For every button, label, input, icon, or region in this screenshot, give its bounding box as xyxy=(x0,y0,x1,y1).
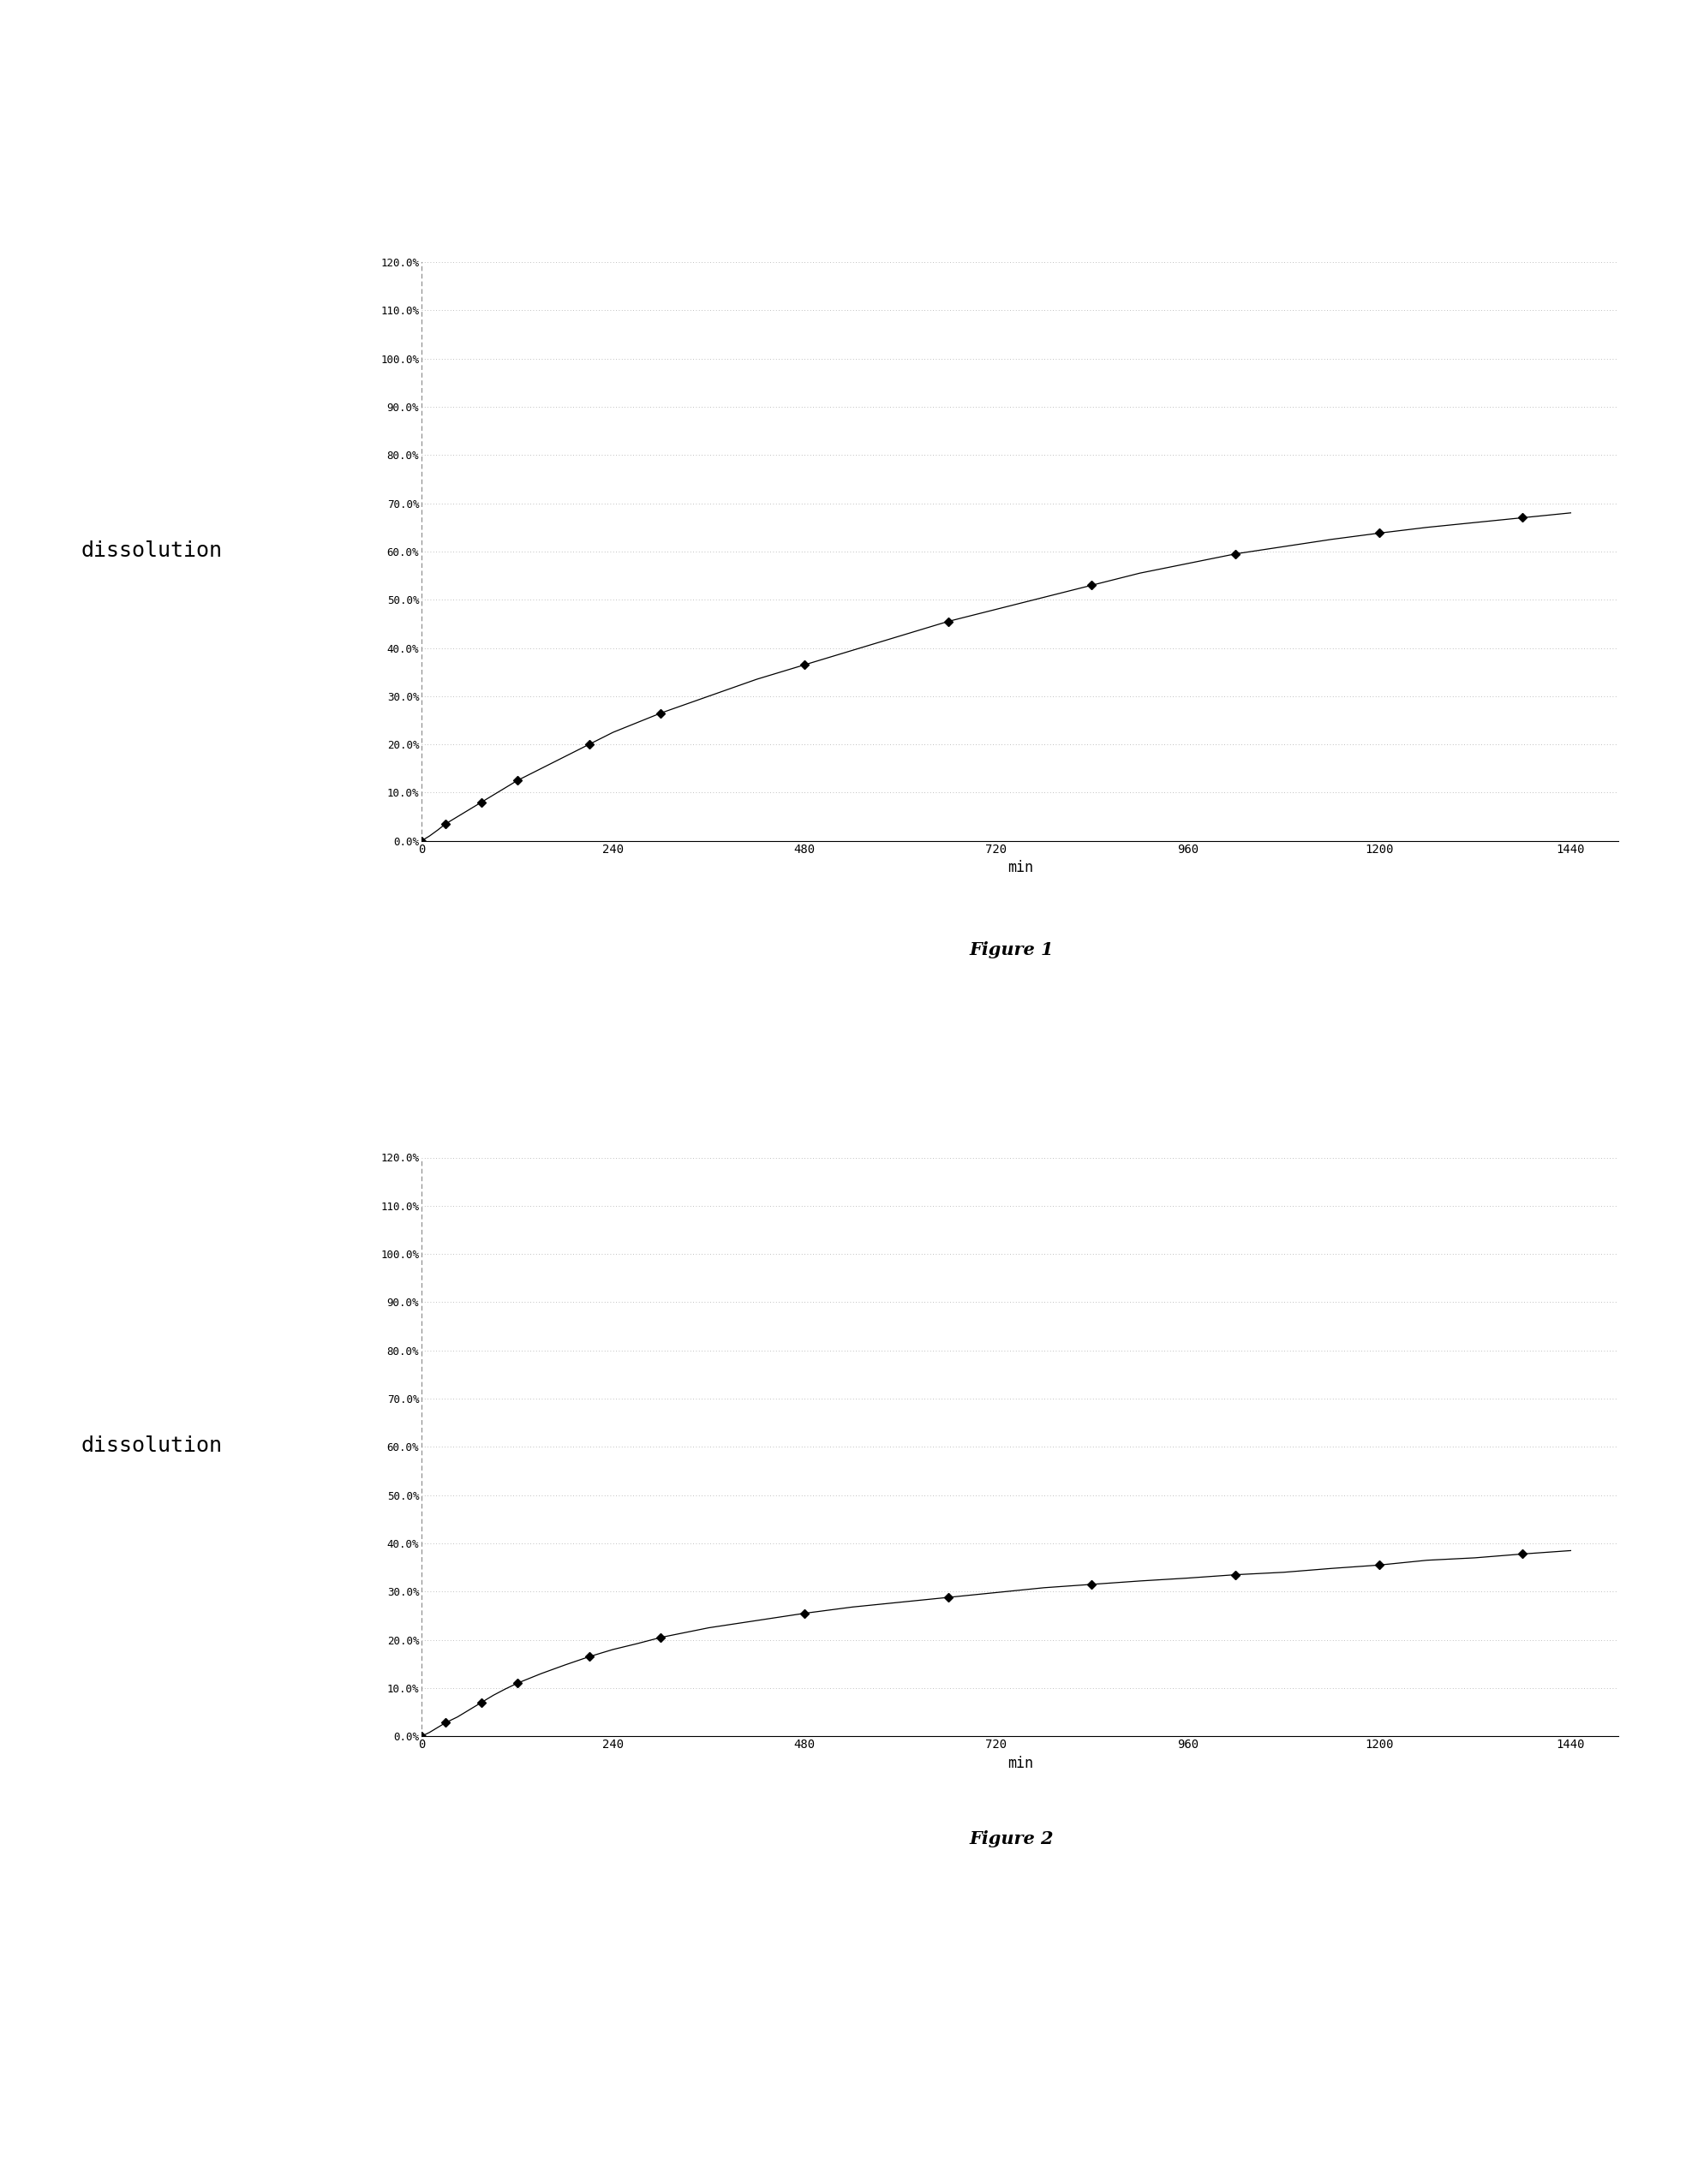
Text: Figure 2: Figure 2 xyxy=(969,1830,1054,1848)
X-axis label: min: min xyxy=(1007,1756,1034,1771)
X-axis label: min: min xyxy=(1007,860,1034,876)
Text: dissolution: dissolution xyxy=(81,539,223,561)
Text: dissolution: dissolution xyxy=(81,1435,223,1457)
Text: Figure 1: Figure 1 xyxy=(969,941,1054,959)
